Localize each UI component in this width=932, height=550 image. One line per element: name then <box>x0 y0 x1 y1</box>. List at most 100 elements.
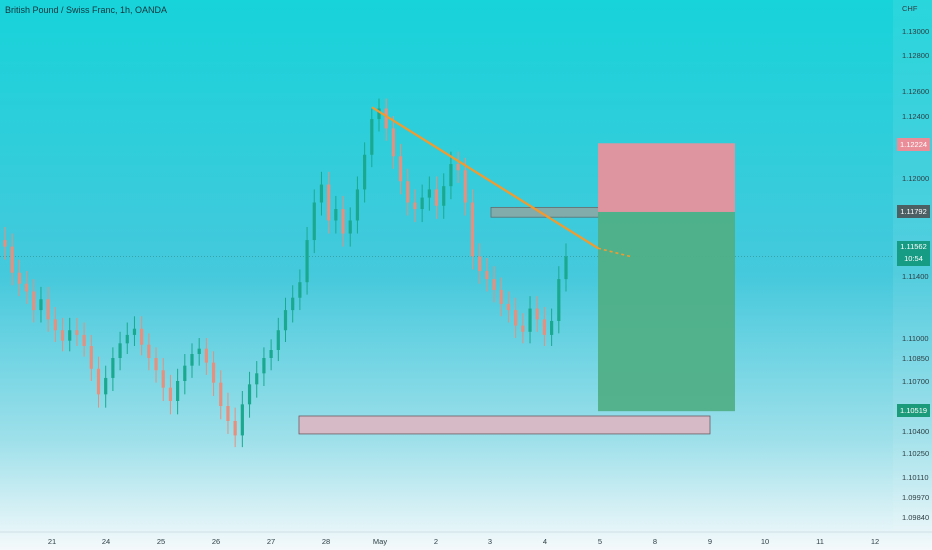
candle-body <box>434 189 439 206</box>
candle-body <box>255 373 259 385</box>
candle-body <box>96 368 101 395</box>
candle-body <box>53 319 57 331</box>
target-price-tag: 1.10519 <box>897 404 930 417</box>
candle-body <box>240 404 244 436</box>
candle-body <box>82 334 86 346</box>
candle-body <box>470 202 475 257</box>
currency-label: CHF <box>902 4 918 13</box>
candle-body <box>111 358 115 378</box>
candle-body <box>161 370 165 388</box>
candle-body <box>168 387 173 401</box>
trend-line <box>371 106 599 250</box>
candle-body <box>514 310 518 326</box>
candle-body <box>60 330 65 341</box>
candle-body <box>348 220 352 234</box>
candle-body <box>319 184 324 203</box>
candle-body <box>190 354 194 366</box>
candle-body <box>10 246 14 273</box>
candle-body <box>406 181 410 203</box>
candle-body <box>550 320 554 335</box>
candle-body <box>542 319 547 335</box>
candle-body <box>204 348 208 363</box>
countdown-timer: 10:54 <box>904 254 923 263</box>
candle-body <box>370 119 374 155</box>
candle-body <box>247 384 252 405</box>
candle-body <box>521 325 525 332</box>
x-tick-label: 26 <box>212 537 220 546</box>
candle-body <box>3 240 7 247</box>
y-tick-label: 1.09970 <box>902 493 929 502</box>
candle-body <box>118 343 122 358</box>
y-tick-label: 1.11000 <box>902 334 929 343</box>
candle-body <box>334 209 338 221</box>
x-tick-label: 21 <box>48 537 56 546</box>
candle-body <box>456 164 460 171</box>
candle-body <box>427 189 431 198</box>
candle-body <box>535 308 539 320</box>
x-tick-label: 25 <box>157 537 165 546</box>
current-price-tag: 1.11562 10:54 <box>897 241 930 266</box>
x-tick-label: 27 <box>267 537 275 546</box>
candle-body <box>492 279 496 290</box>
candle-body <box>125 334 129 344</box>
candle-body <box>384 108 388 129</box>
candle-body <box>506 303 511 311</box>
x-tick-label: 12 <box>871 537 879 546</box>
y-tick-label: 1.11400 <box>902 272 929 281</box>
chart-title: British Pound / Swiss Franc, 1h, OANDA <box>5 5 168 15</box>
candle-body <box>68 330 72 341</box>
candle-body <box>485 271 489 280</box>
candle-body <box>197 348 201 354</box>
candle-body <box>75 330 79 335</box>
stop-price-tag: 1.12224 <box>897 138 930 151</box>
candle-body <box>89 346 93 369</box>
stop-zone <box>598 143 735 212</box>
y-tick-label: 1.12400 <box>902 112 929 121</box>
candle-body <box>176 381 180 401</box>
candle-body <box>363 154 367 190</box>
candle-body <box>183 365 187 381</box>
current-price-value: 1.11562 <box>900 242 927 251</box>
x-tick-label: 2 <box>434 537 438 546</box>
x-tick-label: 9 <box>708 537 712 546</box>
candle-body <box>305 240 309 283</box>
candle-body <box>557 279 561 321</box>
target-zone <box>598 211 735 412</box>
x-tick-label: 8 <box>653 537 657 546</box>
candle-body <box>528 308 532 332</box>
candle-body <box>327 184 331 221</box>
y-tick-label: 1.10250 <box>902 449 929 458</box>
candle-body <box>420 197 424 210</box>
candle-body <box>147 344 151 358</box>
candle-body <box>391 128 395 157</box>
candle-body <box>46 299 50 320</box>
candle-body <box>140 328 144 345</box>
candle-body <box>413 202 417 210</box>
x-tick-label: 24 <box>102 537 110 546</box>
candle-body <box>283 310 288 331</box>
candle-body <box>463 170 467 203</box>
candle-body <box>298 282 302 298</box>
x-tick-label: 28 <box>322 537 330 546</box>
support-zone <box>298 415 711 435</box>
y-tick-label: 1.13000 <box>902 27 929 36</box>
y-tick-label: 1.12600 <box>902 87 929 96</box>
candle-body <box>262 358 266 374</box>
candle-body <box>132 328 137 335</box>
candle-body <box>276 330 280 350</box>
x-tick-label: 11 <box>816 537 824 546</box>
entry-price-tag: 1.11792 <box>897 205 930 218</box>
candle-body <box>312 202 316 241</box>
candle-body <box>355 189 360 221</box>
candle-body <box>219 382 223 406</box>
candle-body <box>442 186 446 206</box>
candle-body <box>17 272 21 284</box>
y-tick-label: 1.09840 <box>902 513 929 522</box>
y-tick-label: 1.10400 <box>902 427 929 436</box>
x-tick-label: 3 <box>488 537 492 546</box>
x-tick-label: May <box>373 537 387 546</box>
x-tick-label: 4 <box>543 537 547 546</box>
y-tick-label: 1.10110 <box>902 473 929 482</box>
